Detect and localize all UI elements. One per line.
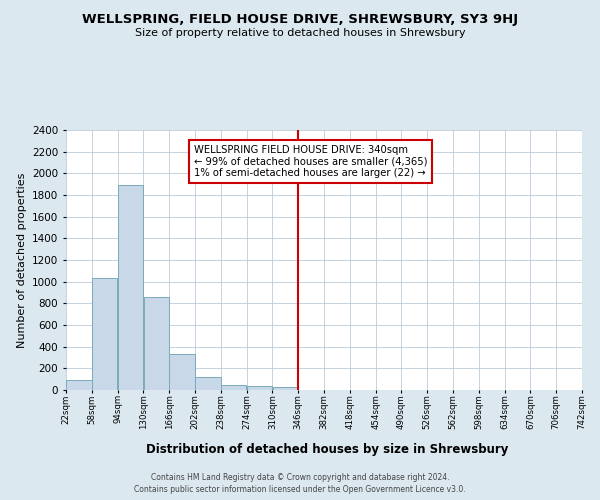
Bar [169, 354, 195, 390]
Text: WELLSPRING FIELD HOUSE DRIVE: 340sqm
← 99% of detached houses are smaller (4,365: WELLSPRING FIELD HOUSE DRIVE: 340sqm ← 9… [194, 145, 427, 178]
Bar [221, 384, 247, 390]
Bar [272, 387, 298, 390]
Text: Contains public sector information licensed under the Open Government Licence v3: Contains public sector information licen… [134, 485, 466, 494]
Text: Size of property relative to detached houses in Shrewsbury: Size of property relative to detached ho… [134, 28, 466, 38]
Y-axis label: Number of detached properties: Number of detached properties [17, 172, 26, 348]
Text: WELLSPRING, FIELD HOUSE DRIVE, SHREWSBURY, SY3 9HJ: WELLSPRING, FIELD HOUSE DRIVE, SHREWSBUR… [82, 12, 518, 26]
Bar [118, 185, 143, 390]
Bar [247, 386, 272, 390]
Bar [92, 278, 118, 390]
Text: Distribution of detached houses by size in Shrewsbury: Distribution of detached houses by size … [146, 442, 508, 456]
Bar [195, 377, 221, 390]
Text: Contains HM Land Registry data © Crown copyright and database right 2024.: Contains HM Land Registry data © Crown c… [151, 472, 449, 482]
Bar [143, 297, 169, 390]
Bar [66, 380, 92, 390]
